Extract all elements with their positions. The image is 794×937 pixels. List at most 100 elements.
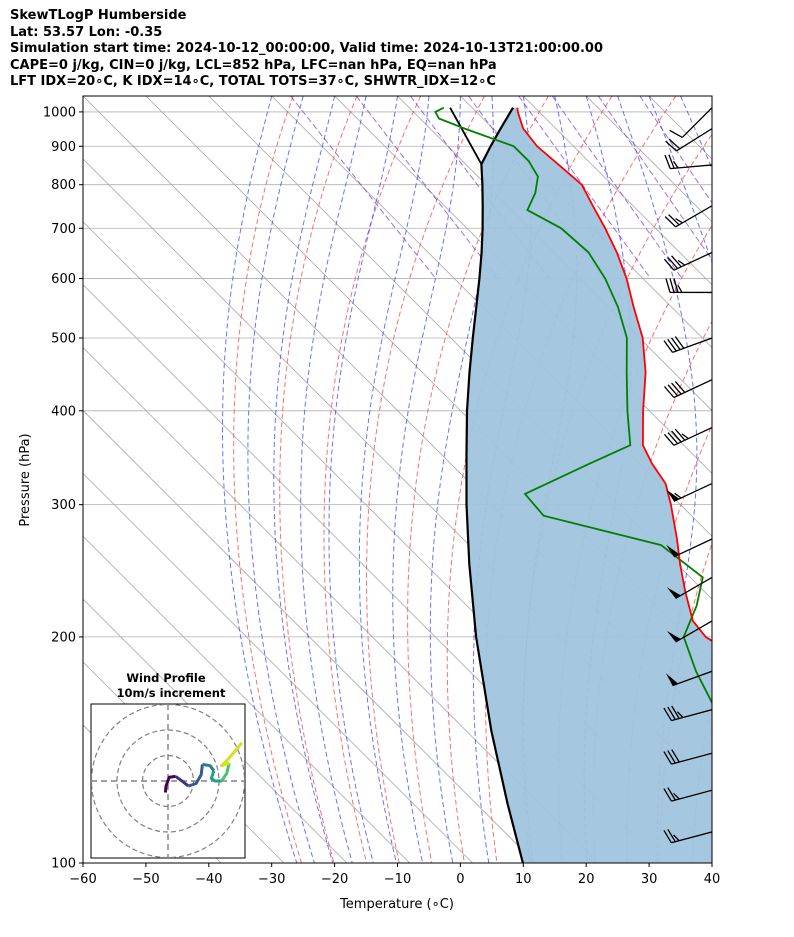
wind-barb	[663, 379, 712, 399]
wind-barb	[666, 482, 712, 502]
station-coordinates: Lat: 53.57 Lon: -0.35	[10, 24, 163, 40]
x-axis-ticks: −60 −50 −40 −30 −20 −10 0 10 20 30 40	[69, 863, 720, 887]
x-tick-label: −50	[132, 872, 159, 887]
wind-barb-feather	[663, 788, 672, 802]
y-tick-label: 200	[51, 630, 76, 645]
x-tick-label: 10	[515, 872, 532, 887]
wind-barb-flag	[666, 489, 680, 502]
wind-barb-feather	[663, 433, 675, 446]
cin-shading	[466, 107, 712, 863]
isotherm-line	[83, 535, 410, 863]
dry-adiabat	[790, 96, 794, 863]
moist-adiabat	[300, 96, 367, 863]
wind-barb-flag	[666, 587, 681, 599]
wind-barb-feather	[677, 285, 683, 293]
parcel-profile-line	[465, 107, 524, 863]
wind-barb-feather	[674, 336, 685, 349]
y-tick-label: 300	[51, 498, 76, 513]
wind-barb-staff	[670, 164, 712, 170]
isotherm-line	[334, 96, 712, 474]
moist-adiabat	[648, 96, 712, 264]
parcel-dewpoint-line	[449, 107, 483, 165]
y-tick-label: 600	[51, 272, 76, 287]
hodograph-trace-segment	[174, 775, 190, 788]
wind-barb-feather	[668, 214, 680, 226]
wind-barb	[666, 576, 712, 599]
wind-barb	[663, 787, 712, 802]
mixing-ratio-line	[355, 96, 499, 279]
wind-barb-feather	[663, 386, 675, 398]
y-tick-label: 100	[51, 857, 76, 872]
y-tick-label: 1000	[43, 105, 76, 120]
hodograph-trace-segment	[220, 741, 244, 768]
x-tick-label: −60	[69, 872, 96, 887]
hodograph-trace-segment	[220, 762, 231, 782]
mixing-ratio-line	[290, 96, 437, 279]
wind-barb-feather	[667, 384, 679, 397]
x-tick-label: −30	[258, 872, 285, 887]
isotherm-line	[83, 472, 473, 863]
x-tick-label: −40	[195, 872, 222, 887]
wind-barb-staff	[673, 538, 712, 558]
wind-barb-staff	[672, 670, 712, 687]
x-tick-label: 40	[704, 872, 721, 887]
dry-adiabat	[365, 96, 485, 863]
isotherm-line	[83, 409, 536, 863]
moist-adiabat	[222, 96, 298, 863]
wind-barb	[664, 154, 712, 170]
hodograph-subtitle: 10m/s increment	[117, 686, 226, 700]
wind-barb	[663, 749, 712, 765]
wind-barb-feather	[663, 751, 672, 765]
wind-barb-feather	[670, 337, 681, 350]
wind-barb-feather	[674, 428, 686, 441]
wind-barb-feather	[672, 160, 679, 169]
wind-barb	[663, 705, 712, 722]
temperature-line	[516, 107, 712, 642]
moist-adiabat	[273, 96, 336, 863]
x-axis-label: Temperature (∘C)	[339, 897, 454, 912]
hodograph-title: Wind Profile	[126, 671, 206, 685]
wind-barb-feather	[667, 706, 676, 720]
wind-barb-staff	[671, 789, 712, 802]
isotherm-line	[523, 96, 712, 286]
y-axis-label: Pressure (hPa)	[18, 433, 33, 526]
wind-barb	[669, 107, 712, 138]
wind-barb-feather	[673, 792, 680, 800]
x-tick-label: −10	[384, 872, 411, 887]
wind-barb-feather	[667, 787, 676, 801]
wind-barb	[663, 828, 712, 844]
wind-barb-feather	[665, 278, 671, 293]
mixing-ratio-line	[551, 96, 683, 279]
wind-barb-staff	[671, 831, 712, 844]
wind-barb-feather	[668, 138, 681, 150]
wind-barb-feather	[671, 749, 680, 763]
wind-barb-feather	[669, 129, 683, 138]
y-tick-label: 500	[51, 332, 76, 347]
wind-barb	[663, 426, 712, 446]
dry-adiabat	[725, 96, 794, 863]
wind-barb-feather	[677, 259, 686, 266]
wind-barb	[666, 620, 712, 643]
wind-barb	[663, 251, 712, 271]
wind-barb-flag	[665, 673, 679, 686]
wind-barb-feather	[664, 154, 671, 169]
y-tick-label: 700	[51, 222, 76, 237]
x-tick-label: −20	[321, 872, 348, 887]
dry-adiabat	[323, 96, 422, 863]
stability-indices: LFT IDX=20∘C, K IDX=14∘C, TOTAL TOTS=37∘…	[10, 74, 496, 89]
dry-adiabat	[659, 541, 712, 863]
wind-barb-staff	[675, 620, 712, 643]
wind-barb-staff	[671, 752, 712, 765]
y-tick-label: 400	[51, 404, 76, 419]
dry-adiabat	[758, 96, 794, 863]
cin-area	[466, 107, 712, 863]
wind-barb-feather	[674, 380, 686, 393]
wind-barb-staff	[673, 379, 712, 399]
mixing-ratio-line	[597, 96, 712, 261]
moist-adiabat	[328, 96, 398, 863]
wind-barb-flag	[666, 630, 681, 642]
simulation-time: Simulation start time: 2024-10-12_00:00:…	[10, 41, 603, 56]
wind-barb-staff	[673, 251, 712, 271]
wind-barb-feather	[663, 258, 675, 271]
